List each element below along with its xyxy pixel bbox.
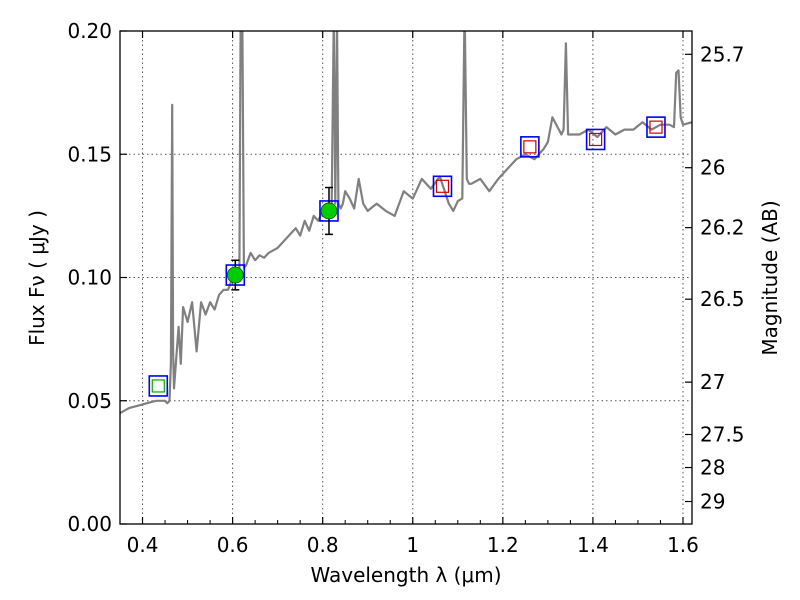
x-tick-label: 0.4: [127, 533, 159, 557]
y-tick-label: 0.15: [67, 142, 112, 166]
plot-area: [120, 31, 692, 415]
model-photometry-box: [646, 116, 666, 138]
right-axis-ticks: 25.7 26 26.2 26.5 27 27.5 28 29: [685, 42, 745, 514]
observed-point: [320, 202, 338, 220]
model-photometry-box: [585, 128, 606, 151]
right-tick-label: 27.5: [700, 423, 745, 447]
y-tick-label: 0.20: [67, 19, 112, 43]
y-axis-label: Flux Fν ( μJy ): [25, 210, 49, 346]
x-tick-label: 0.8: [307, 533, 339, 557]
y-axis-ticks: 0.00 0.05 0.10 0.15 0.20: [67, 19, 127, 536]
model-photometry-inner-box: [523, 140, 537, 154]
model-photometry-inner-box: [435, 179, 450, 193]
y-tick-label: 0.10: [67, 266, 112, 290]
right-tick-label: 26.5: [700, 287, 745, 311]
model-photometry-inner-box: [649, 120, 663, 134]
model-photometry-box: [432, 175, 453, 198]
spectrum-line: [120, 31, 692, 415]
x-tick-label: 1.4: [577, 533, 609, 557]
right-tick-label: 25.7: [700, 42, 745, 66]
x-tick-label: 1: [406, 533, 419, 557]
x-tick-label: 1.6: [667, 533, 699, 557]
right-tick-label: 26.2: [700, 216, 745, 240]
x-axis-label: Wavelength λ (μm): [310, 563, 501, 587]
right-tick-label: 29: [700, 490, 725, 514]
right-axis-label: Magnitude (AB): [758, 200, 782, 355]
x-tick-label: 0.6: [217, 533, 249, 557]
y-tick-label: 0.00: [67, 512, 112, 536]
model-photometry-box: [520, 136, 540, 158]
right-tick-label: 26: [700, 156, 725, 180]
model-photometry-inner-box: [151, 379, 165, 393]
model-photometry-inner-box: [589, 132, 603, 147]
photometry-markers: [148, 116, 666, 397]
x-tick-label: 1.2: [487, 533, 519, 557]
grid-lines: [120, 31, 692, 524]
y-tick-label: 0.05: [67, 389, 112, 413]
model-photometry-box: [148, 375, 169, 397]
observed-point: [226, 266, 244, 284]
right-tick-label: 27: [700, 370, 725, 394]
right-tick-label: 28: [700, 456, 725, 480]
x-axis-ticks: 0.4 0.6 0.8 1 1.2 1.4 1.6: [119, 31, 699, 557]
